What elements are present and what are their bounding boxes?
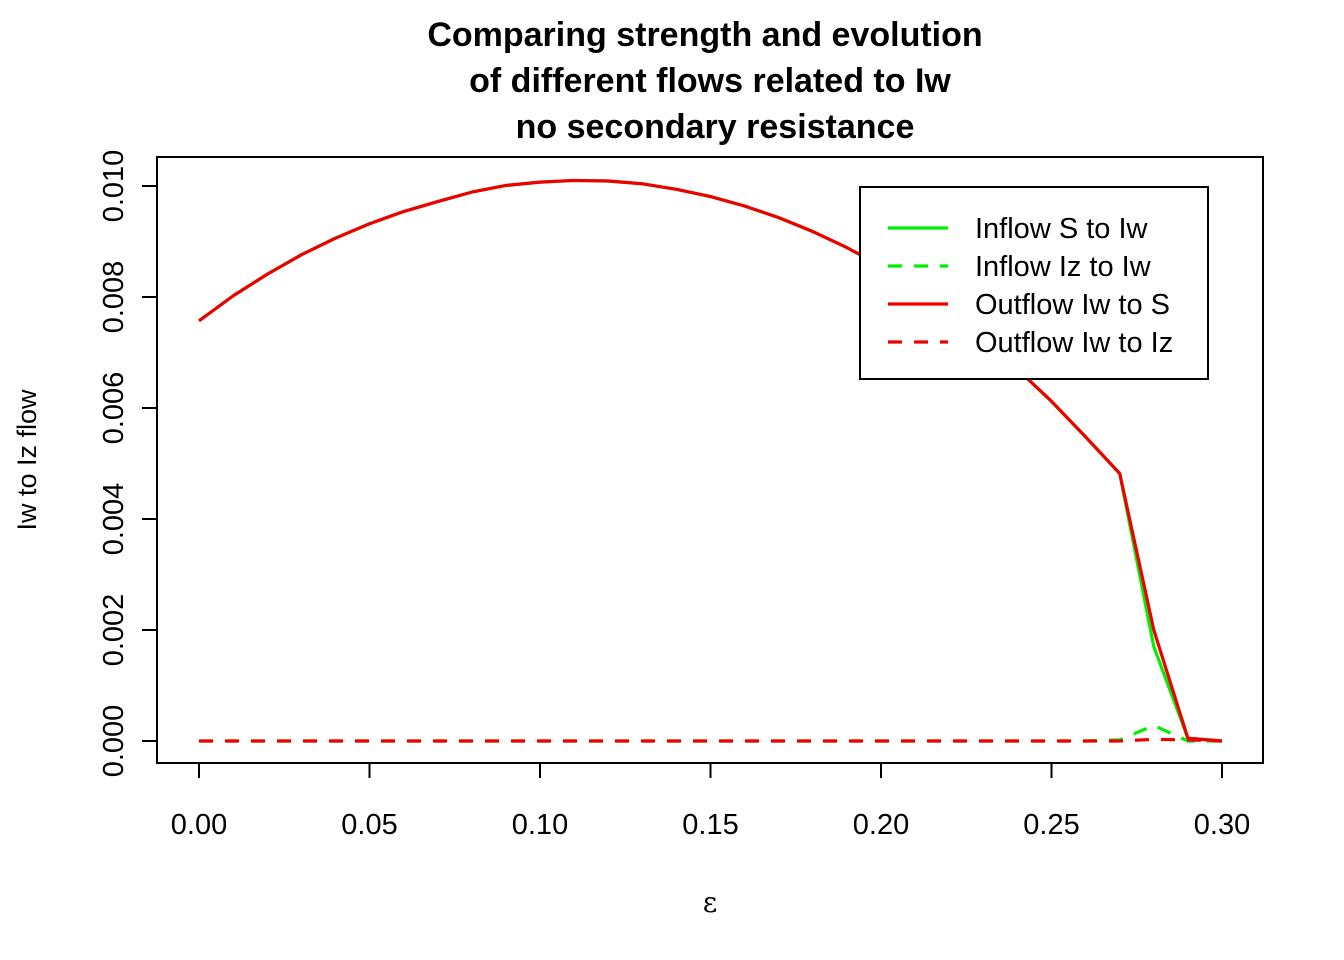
title-line-2: of different flows related to Iw <box>469 62 951 100</box>
y-axis: 0.000 0.002 0.004 0.006 0.008 0.010 <box>98 150 158 778</box>
series-line-4 <box>199 737 1223 743</box>
x-tick-label: 0.25 <box>1023 809 1079 841</box>
series-line-2 <box>199 723 1222 743</box>
title-line-1: Comparing strength and evolution <box>427 16 982 54</box>
legend: Inflow S to Iw Inflow Iz to Iw Outflow Iw … <box>859 186 1209 380</box>
series-layer <box>198 178 1223 743</box>
y-tick-label: 0.000 <box>98 705 130 778</box>
legend-label: Outflow Iw to S <box>975 289 1170 321</box>
x-tick-label: 0.00 <box>171 809 227 841</box>
legend-label: Outflow Iw to Iz <box>975 327 1173 359</box>
y-tick-label: 0.008 <box>98 261 130 334</box>
legend-label: Inflow S to Iw <box>975 213 1149 245</box>
x-tick-label: 0.05 <box>341 809 397 841</box>
x-tick-label: 0.10 <box>512 809 568 841</box>
x-tick-label: 0.20 <box>853 809 909 841</box>
x-axis: 0.00 0.05 0.10 0.15 0.20 0.25 0.30 <box>171 762 1250 841</box>
x-axis-label: ε <box>703 886 718 919</box>
y-axis-label: Iw to Iz flow <box>12 389 42 531</box>
y-tick-label: 0.006 <box>98 372 130 445</box>
legend-label: Inflow Iz to Iw <box>975 251 1152 283</box>
y-tick-label: 0.002 <box>98 594 130 667</box>
series-line-3 <box>198 178 1223 743</box>
y-tick-label: 0.010 <box>98 150 130 223</box>
legend-box <box>859 186 1209 380</box>
y-tick-label: 0.004 <box>98 483 130 556</box>
chart-title: Comparing strength and evolution of diff… <box>427 16 982 146</box>
title-line-3: no secondary resistance <box>516 108 915 146</box>
x-tick-label: 0.30 <box>1194 809 1250 841</box>
x-tick-label: 0.15 <box>682 809 738 841</box>
